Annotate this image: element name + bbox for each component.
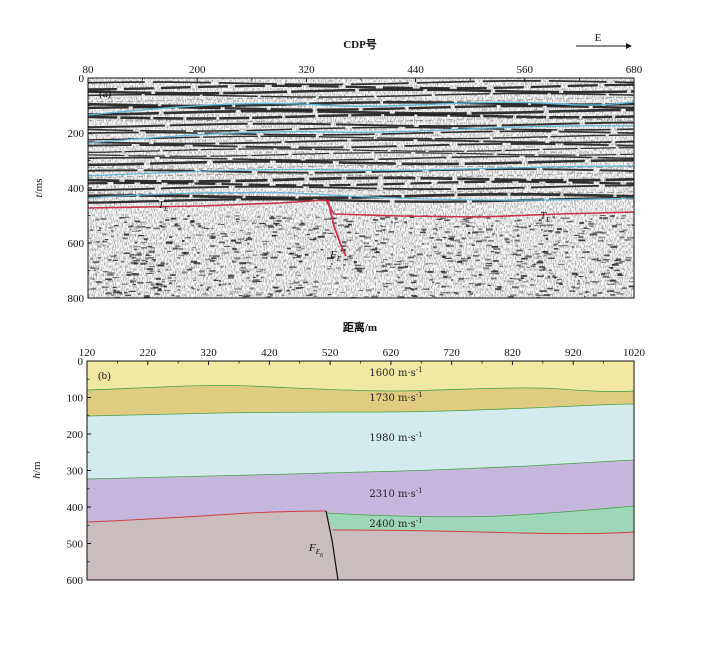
panel-a-tag: (a) [99, 88, 112, 100]
fault-label-a: FE [329, 249, 342, 263]
fault-label-b: FE6 [308, 542, 323, 559]
panel-b-top-tick-label: 520 [322, 347, 339, 359]
panel-a-top-tick-label: 80 [83, 64, 95, 76]
panel-a-left-tick-label: 800 [68, 293, 85, 305]
horizon-red [88, 199, 634, 218]
seismic-section [88, 78, 634, 298]
panel-a-left-tick-label: 600 [68, 238, 85, 250]
panel-b-left-axis-title: h/m [31, 461, 43, 479]
panel-b-top-tick-label: 820 [504, 347, 521, 359]
panel-a-top-axis-title: CDP号 [343, 38, 377, 51]
panel-b-top-axis-title: 距离/m [343, 320, 377, 334]
velocity-label-4: 2310 m·s-1 [369, 487, 422, 500]
panel-b-top-tick-label: 1020 [623, 347, 646, 359]
panel-a-top-tick-label: 680 [626, 64, 643, 76]
panel-b-top-tick-label: 720 [443, 347, 460, 359]
panel-b-top-tick-label: 220 [140, 347, 157, 359]
panel-b-top-tick-label: 120 [79, 347, 96, 359]
layer-6 [87, 511, 634, 580]
panel-b-top-tick-label: 920 [565, 347, 582, 359]
horizon-label-right: TE [540, 210, 551, 224]
panel-b-left-tick-label: 300 [67, 466, 84, 478]
direction-label: E [595, 32, 602, 44]
panel-a-left-tick-label: 400 [68, 183, 85, 195]
panel-b-top-tick-label: 320 [200, 347, 217, 359]
panel-a-left-axis-title: t/ms [33, 179, 45, 198]
panel-a-left-tick-label: 200 [68, 128, 85, 140]
panel-a: CDP号 E (a) TE TE [33, 32, 643, 305]
panel-b-top-tick-label: 420 [261, 347, 278, 359]
panel-a-top-ticks: 80 200 320 440 560 680 [83, 64, 643, 82]
horizon-label-left: TE [158, 199, 169, 213]
direction-arrow: E [576, 32, 632, 49]
panel-b-left-ticks: 0 100 200 300 400 500 600 [67, 356, 91, 587]
boundary-red [87, 510, 634, 535]
velocity-label-5: 2400 m·s-1 [369, 517, 422, 530]
panel-a-left-tick-label: 0 [79, 73, 85, 85]
velocity-label-3: 1980 m·s-1 [369, 431, 422, 444]
boundary-1 [87, 385, 634, 392]
panel-b-left-tick-label: 500 [67, 539, 84, 551]
panel-b-left-tick-label: 0 [78, 356, 84, 368]
fault-line-b [325, 510, 339, 580]
horizon-cyan-3 [88, 165, 634, 177]
panel-b-left-tick-label: 200 [67, 429, 84, 441]
panel-b-top-ticks: 120 220 320 420 520 620 720 820 920 1020 [79, 347, 646, 365]
panel-a-top-tick-label: 200 [189, 64, 206, 76]
panel-a-top-tick-label: 440 [407, 64, 424, 76]
velocity-label-1: 1600 m·s-1 [369, 366, 422, 379]
horizon-cyan-2 [88, 125, 634, 144]
panel-a-left-ticks: 0 200 400 600 800 [68, 73, 92, 305]
fault-line-a [327, 199, 347, 257]
horizon-cyan-4 [88, 191, 634, 201]
panel-a-top-tick-label: 560 [517, 64, 534, 76]
velocity-model [87, 361, 634, 580]
arrow-right-icon [626, 43, 632, 49]
panel-a-top-tick-label: 320 [298, 64, 315, 76]
boundary-2 [87, 403, 634, 417]
velocity-label-2: 1730 m·s-1 [369, 391, 422, 404]
panel-b-left-tick-label: 100 [67, 393, 84, 405]
panel-b-left-tick-label: 600 [67, 575, 84, 587]
panel-b-tag: (b) [98, 370, 111, 382]
boundary-4 [325, 505, 634, 518]
horizon-cyan-upper [88, 101, 634, 116]
boundary-3 [87, 459, 634, 480]
panel-b-left-tick-label: 400 [67, 502, 84, 514]
panel-b-top-tick-label: 620 [383, 347, 400, 359]
panel-b: 距离/m (b) 1600 m·s-1 1730 m·s-1 1980 m·s [31, 320, 646, 587]
